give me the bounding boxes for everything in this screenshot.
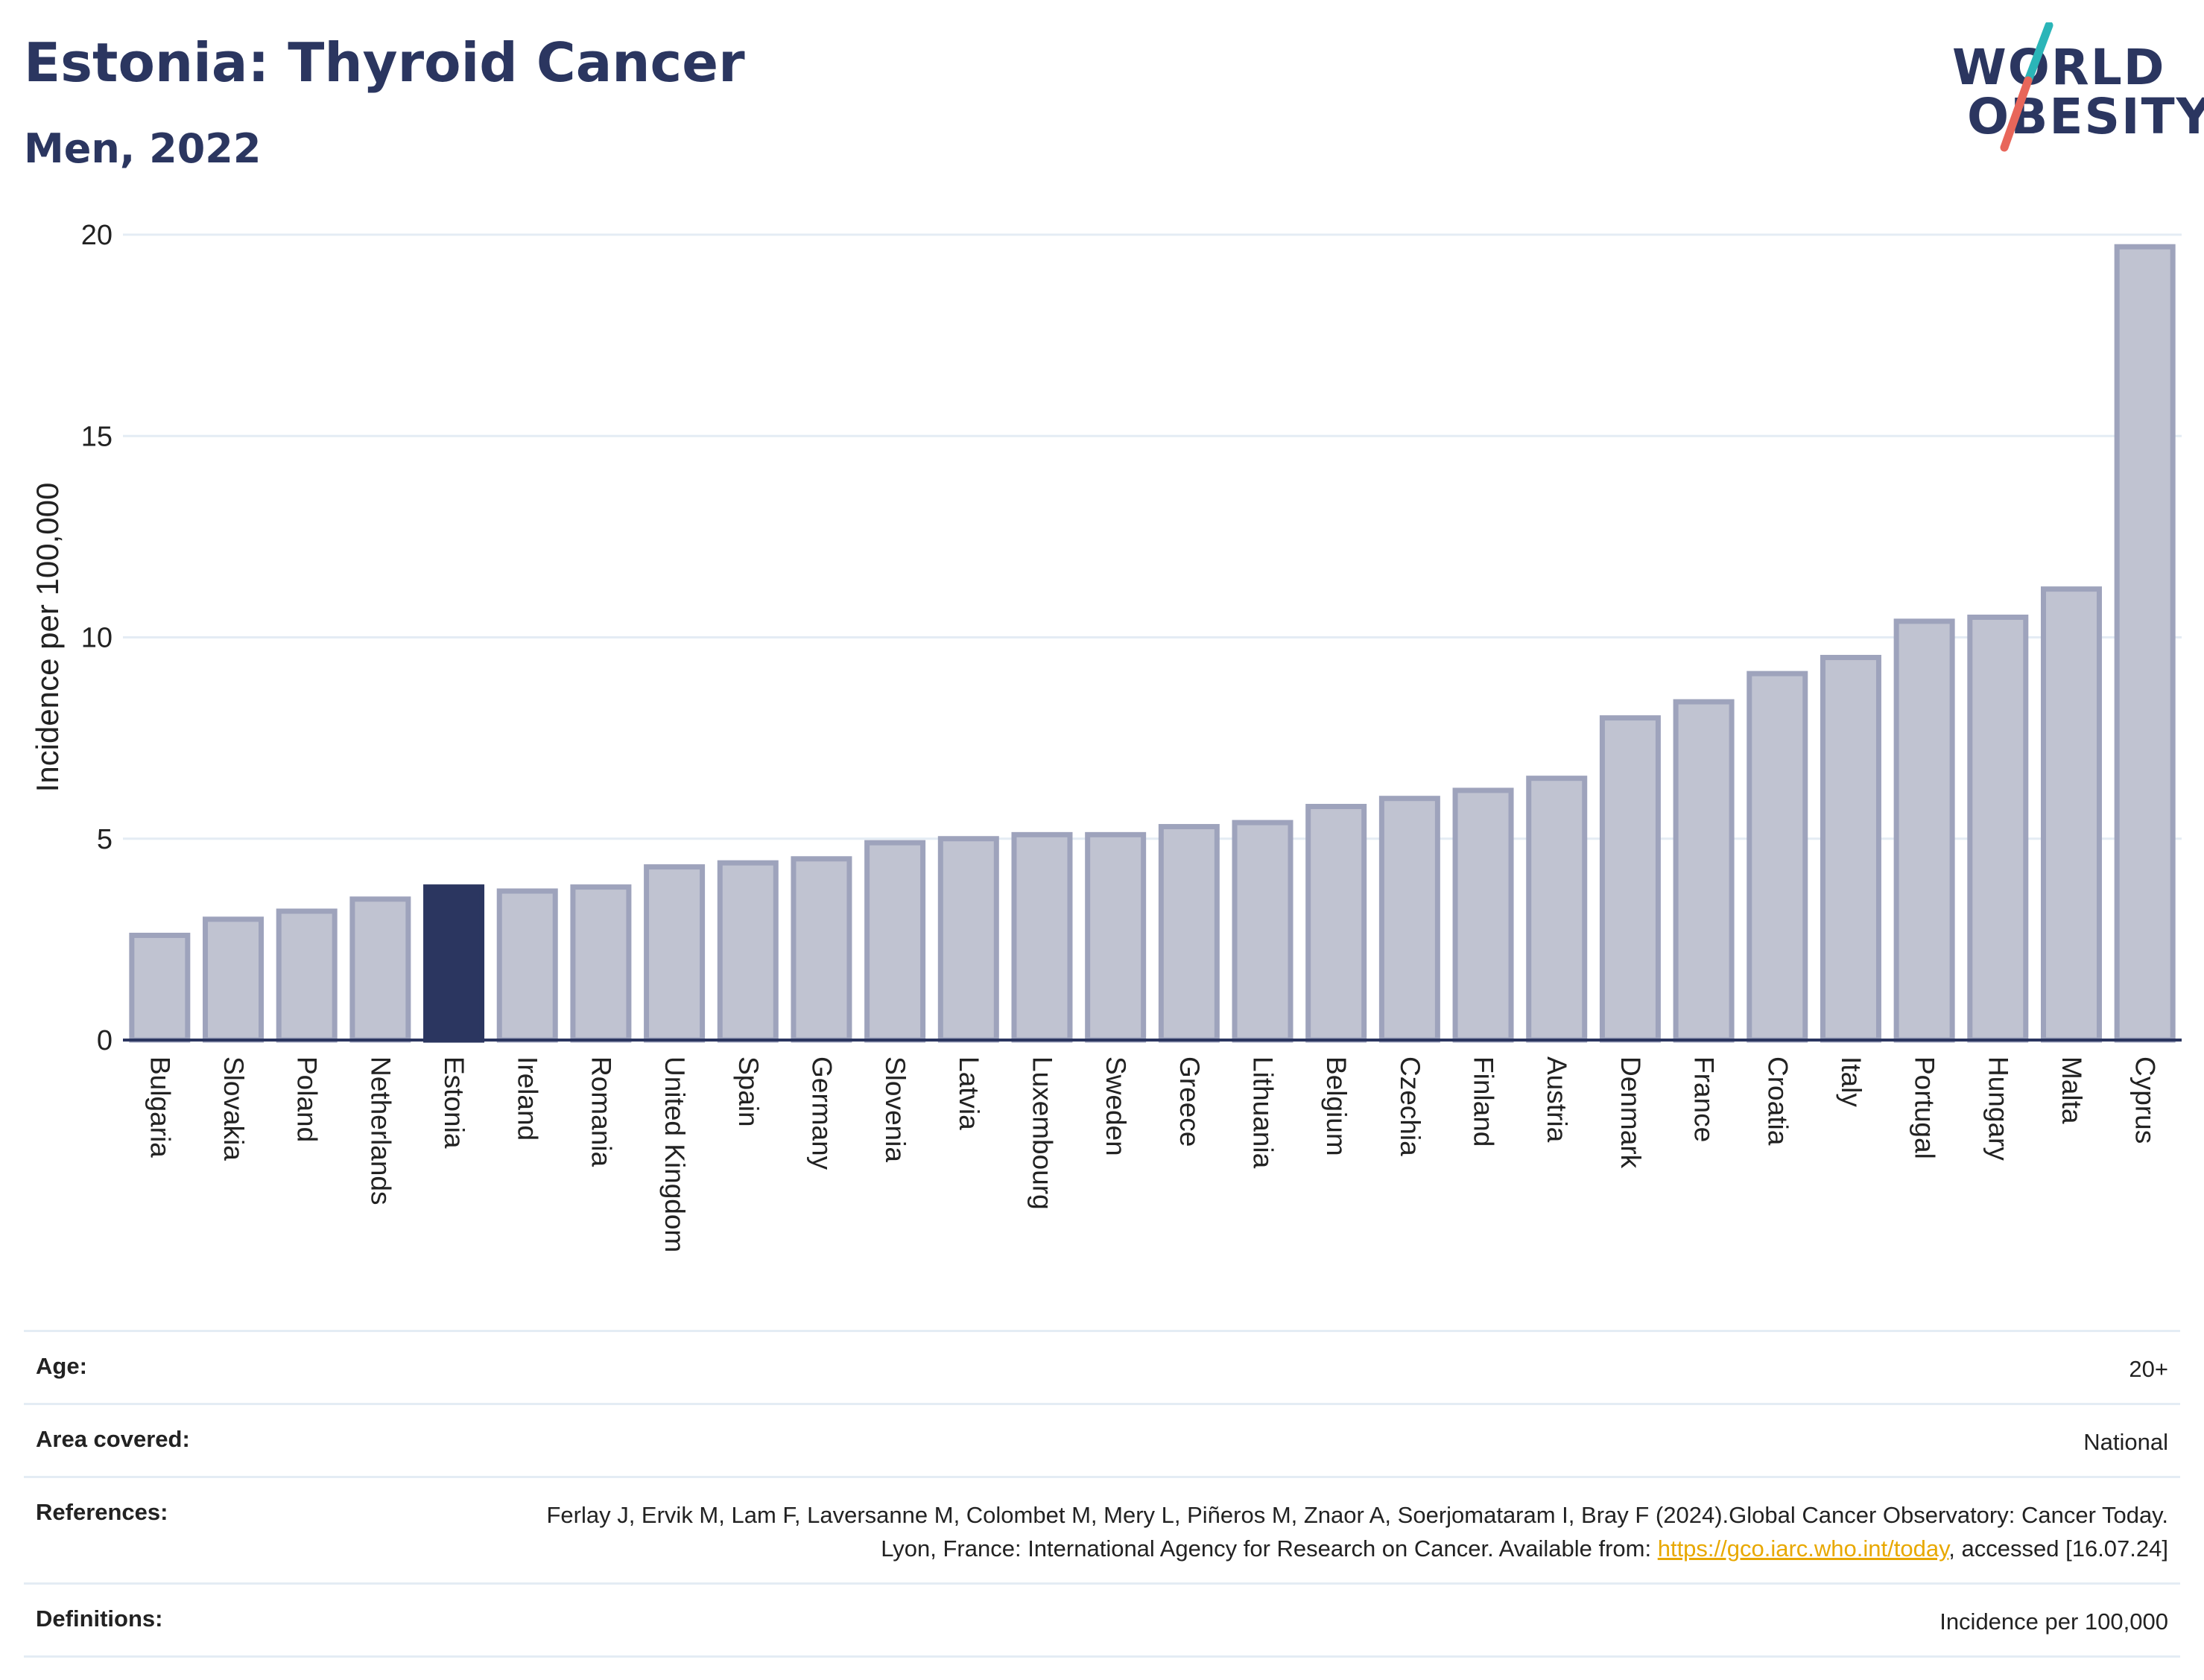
x-tick-label: Romania	[586, 1056, 616, 1167]
x-tick-label: Bulgaria	[145, 1056, 175, 1158]
metadata-table: Age: 20+ Area covered: National Referenc…	[24, 1330, 2180, 1658]
y-axis: 0 5 10 15 20	[81, 220, 113, 1056]
y-tick-label: 0	[97, 1025, 113, 1056]
x-tick-label: Slovenia	[880, 1056, 911, 1162]
x-axis-labels: Bulgaria Slovakia Poland Netherlands Estonia…	[145, 1056, 2160, 1252]
y-tick-label: 5	[97, 824, 113, 855]
x-tick-label: Italy	[1836, 1056, 1866, 1107]
x-tick-label: Portugal	[1910, 1056, 1940, 1159]
meta-row-area: Area covered: National	[24, 1402, 2180, 1476]
bar-sweden	[1085, 831, 1147, 1043]
x-tick-label: Malta	[2056, 1056, 2087, 1124]
logo-line-1: WORLD	[1952, 39, 2166, 96]
x-tick-label: Austria	[1542, 1056, 1572, 1143]
bar-cyprus	[2114, 244, 2176, 1043]
x-tick-label: Spain	[733, 1056, 764, 1127]
bar-bulgaria	[129, 932, 191, 1043]
references-value: Ferlay J, Ervik M, Lam F, Laversanne M, …	[529, 1499, 2168, 1566]
bar-united-kingdom	[644, 864, 706, 1043]
x-tick-label: Luxembourg	[1027, 1056, 1057, 1210]
x-tick-label: Cyprus	[2130, 1056, 2161, 1144]
x-tick-label: United Kingdom	[659, 1056, 690, 1252]
bar-ireland	[496, 888, 558, 1043]
x-tick-label: Greece	[1174, 1056, 1205, 1147]
bar-netherlands	[349, 896, 411, 1043]
x-tick-label: Poland	[292, 1056, 323, 1142]
chart-subtitle: Men, 2022	[24, 125, 262, 172]
chart-title: Estonia: Thyroid Cancer	[24, 31, 745, 94]
age-label: Age:	[36, 1353, 87, 1379]
age-value: 20+	[2129, 1356, 2168, 1382]
meta-row-age: Age: 20+	[24, 1330, 2180, 1403]
bar-poland	[276, 908, 338, 1043]
bar-czechia	[1378, 796, 1440, 1043]
bar-chart: 0 5 10 15 20 Bulgaria Slovakia Poland Netherlan…	[30, 220, 2182, 1252]
bar-portugal	[1893, 618, 1955, 1043]
bar-france	[1673, 699, 1735, 1043]
world-obesity-logo: WORLD OBESITY	[1937, 22, 2204, 156]
bar-belgium	[1305, 804, 1367, 1043]
area-label: Area covered:	[36, 1425, 190, 1452]
x-tick-label: France	[1689, 1056, 1720, 1142]
bar-spain	[717, 860, 779, 1043]
bar-denmark	[1599, 715, 1661, 1043]
x-tick-label: Belgium	[1321, 1056, 1352, 1156]
area-value: National	[2083, 1428, 2168, 1455]
references-label: References:	[36, 1498, 168, 1525]
bar-luxembourg	[1011, 831, 1073, 1043]
bar-greece	[1158, 824, 1220, 1043]
bar-malta	[2040, 586, 2102, 1043]
y-tick-label: 15	[81, 421, 113, 452]
x-tick-label: Lithuania	[1248, 1056, 1279, 1169]
bar-lithuania	[1232, 820, 1293, 1043]
definitions-value: Incidence per 100,000	[1939, 1608, 2168, 1635]
x-tick-label: Finland	[1469, 1056, 1499, 1147]
y-tick-label: 10	[81, 623, 113, 654]
definitions-label: Definitions:	[36, 1605, 163, 1632]
logo-slash-icon	[2000, 22, 2053, 152]
x-tick-label: Hungary	[1983, 1056, 2013, 1161]
x-tick-label: Latvia	[954, 1056, 984, 1130]
x-tick-label: Sweden	[1101, 1056, 1131, 1156]
x-tick-label: Czechia	[1395, 1056, 1425, 1156]
x-tick-label: Slovakia	[218, 1056, 249, 1161]
x-tick-label: Ireland	[513, 1056, 543, 1141]
x-tick-label: Netherlands	[365, 1056, 396, 1205]
bar-romania	[570, 884, 632, 1043]
meta-row-definitions: Definitions: Incidence per 100,000	[24, 1582, 2180, 1658]
bar-italy	[1820, 655, 1881, 1043]
bar-finland	[1452, 787, 1514, 1043]
bar-croatia	[1747, 671, 1808, 1043]
bar-slovenia	[864, 840, 926, 1043]
bar-germany	[791, 856, 852, 1043]
references-link[interactable]: https://gco.iarc.who.int/today	[1657, 1535, 1949, 1562]
x-tick-label: Croatia	[1762, 1056, 1793, 1146]
bars	[129, 244, 2176, 1043]
x-tick-label: Denmark	[1615, 1056, 1646, 1169]
references-text-2: , accessed [16.07.24]	[1948, 1535, 2168, 1562]
bar-slovakia	[203, 916, 265, 1043]
bar-latvia	[937, 836, 999, 1043]
meta-row-references: References: Ferlay J, Ervik M, Lam F, La…	[24, 1475, 2180, 1582]
bar-austria	[1526, 776, 1588, 1043]
y-tick-label: 20	[81, 220, 113, 251]
y-axis-title: Incidence per 100,000	[30, 483, 65, 793]
bar-hungary	[1967, 614, 2029, 1043]
references-text-1: Ferlay J, Ervik M, Lam F, Laversanne M, …	[546, 1501, 2168, 1562]
x-tick-label: Estonia	[439, 1056, 469, 1149]
bar-estonia	[423, 884, 485, 1043]
x-tick-label: Germany	[806, 1056, 837, 1170]
